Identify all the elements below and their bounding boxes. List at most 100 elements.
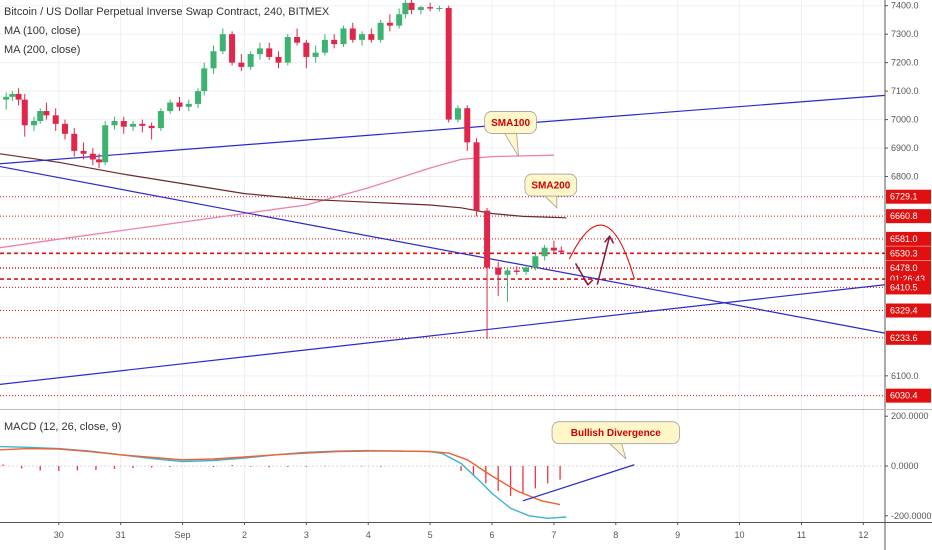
price-tag-label: 6030.4 [890,391,918,401]
price-tag-label: 6478.0 [890,263,918,273]
candle-body [504,270,511,275]
x-tick-label: 30 [54,530,64,540]
divergence-line [522,464,635,502]
bullish-divergence-callout: Bullish Divergence [571,428,661,439]
price-tag-label: 6329.4 [890,306,918,316]
candle-body [402,2,409,15]
price-tag [886,261,931,276]
candle-body [473,142,480,211]
price-tag-label: 6233.6 [890,333,918,343]
price-tag [886,209,931,224]
x-tick-label: 2 [242,530,247,540]
candle-body [167,102,174,112]
macd-y-tick-label: -200.0000 [891,511,932,521]
ma200-legend: MA (200, close) [4,44,81,56]
x-tick-label: 6 [490,530,495,540]
candle-body [386,22,393,26]
y-tick-label: 6900.0 [891,143,919,153]
y-tick-label: 6100.0 [891,371,919,381]
candle-body [532,256,539,268]
candle-body [484,210,491,268]
macd-line [0,445,567,520]
x-tick-label: 10 [735,530,745,540]
candle-body [185,103,192,107]
y-tick-label: 7300.0 [891,29,919,39]
chart-title: Bitcoin / US Dollar Perpetual Inverse Sw… [4,6,330,18]
x-tick-label: 31 [116,530,126,540]
candle-body [349,28,356,40]
price-tag [886,189,931,204]
x-tick-label: 8 [613,530,618,540]
candle-body [157,111,164,129]
bullish-divergence-callout-box [551,421,680,445]
price-tag [886,231,931,246]
candle-body [513,270,520,272]
y-tick-label: 7000.0 [891,115,919,125]
price-tag-label: 6729.1 [890,192,918,202]
candle-body [195,91,202,104]
candle-body [238,62,245,67]
candle-body [541,247,548,257]
candle-body [523,267,530,272]
candle-body [148,125,155,129]
sma200-callout-box [524,173,578,197]
macd-y-tick-label: 0.0000 [891,461,919,471]
ma100-legend: MA (100, close) [4,25,81,37]
candle-body [266,48,273,57]
ma-pink-line [0,154,554,249]
price-tag [886,246,931,261]
y-tick-label: 7400.0 [891,1,919,11]
price-tag-label: 6660.8 [890,211,918,221]
candle-body [21,99,28,126]
x-tick-label: 12 [858,530,868,540]
macd-axis-bg [885,410,932,550]
candle-body [331,39,338,45]
candle-body [495,267,502,275]
candle-body [321,39,328,53]
candle-body [80,150,87,154]
x-tick-label: 3 [304,530,309,540]
bullish-divergence-callout-tail [609,443,627,460]
candle-body [454,108,461,120]
candle-body [436,7,443,9]
price-tag-label: 01:26:43 [890,274,925,284]
macd-y-tick-label: 200.0000 [891,411,929,421]
x-tick-label: Sep [175,530,191,540]
price-tag-label: 6581.0 [890,234,918,244]
candle-body [558,250,565,252]
price-tag [886,280,931,295]
candle-body [219,34,226,52]
price-tag-label: 6530.3 [890,248,918,258]
candle-body [247,54,254,67]
candle-body [275,56,282,63]
y-tick-label: 7200.0 [891,58,919,68]
y-tick-label: 7100.0 [891,86,919,96]
candle-body [9,93,16,97]
sma100-callout-box [484,111,537,134]
candle-body [120,121,127,127]
sma200-callout-tail [544,195,558,209]
ma200-line [0,153,567,219]
macd-legend: MACD (12, 26, close, 9) [4,421,122,433]
sma100-callout: SMA100 [491,118,530,129]
candle-body [15,93,22,100]
x-tick-label: 5 [428,530,433,540]
candle-body [201,68,208,92]
candle-body [71,133,78,151]
candle-body [3,96,10,100]
candle-body [408,2,415,10]
arrow-up [596,236,611,285]
price-tag [886,330,931,345]
candle-body [294,37,301,43]
candle-body [130,123,137,127]
candle-body [417,7,424,10]
sma100-callout-tail [504,133,519,157]
x-tick-label: 4 [366,530,371,540]
price-tag [886,388,931,403]
candle-body [31,121,38,126]
x-tick-label: 7 [551,530,556,540]
candle-body [37,111,44,122]
signal-line [0,447,561,506]
candle-body [340,28,347,45]
